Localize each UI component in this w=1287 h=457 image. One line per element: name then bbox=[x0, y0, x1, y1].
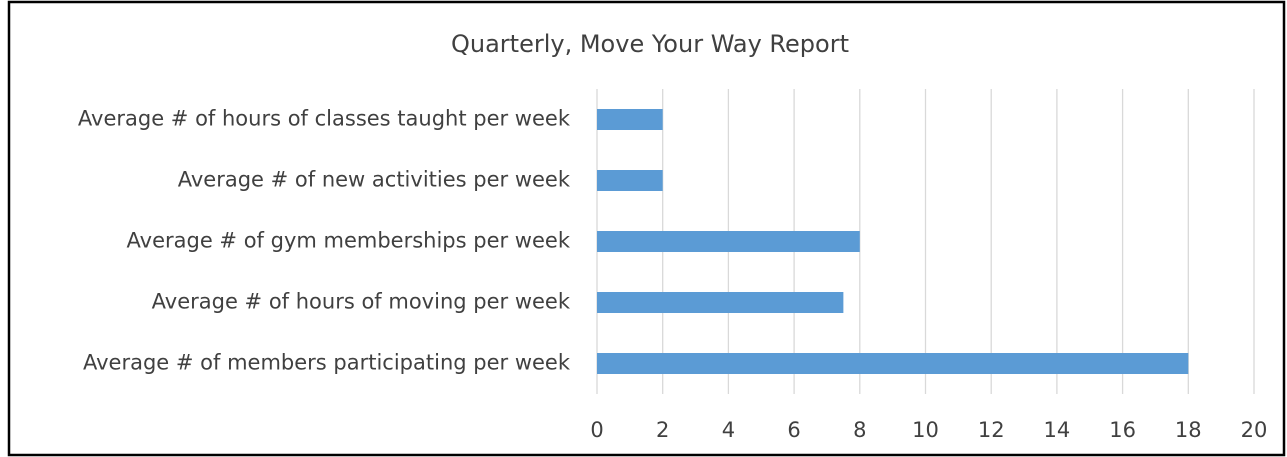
x-tick-label: 8 bbox=[853, 418, 866, 442]
x-tick-label: 14 bbox=[1044, 418, 1071, 442]
x-tick-label: 16 bbox=[1109, 418, 1136, 442]
x-tick-label: 6 bbox=[787, 418, 800, 442]
x-tick-label: 18 bbox=[1175, 418, 1202, 442]
chart-border bbox=[7, 0, 1286, 457]
x-tick-label: 4 bbox=[722, 418, 735, 442]
x-tick-label: 2 bbox=[656, 418, 669, 442]
bar bbox=[597, 109, 663, 130]
y-tick-label: Average # of hours of classes taught per… bbox=[78, 107, 571, 131]
y-tick-label: Average # of hours of moving per week bbox=[152, 290, 571, 314]
bar bbox=[597, 170, 663, 191]
x-tick-label: 0 bbox=[590, 418, 603, 442]
bar bbox=[597, 353, 1189, 374]
x-tick-label: 20 bbox=[1241, 418, 1268, 442]
y-tick-label: Average # of new activities per week bbox=[178, 168, 571, 192]
x-tick-label: 12 bbox=[978, 418, 1005, 442]
x-tick-label: 10 bbox=[912, 418, 939, 442]
bar bbox=[597, 231, 860, 252]
bar bbox=[597, 292, 844, 313]
y-tick-label: Average # of members participating per w… bbox=[83, 351, 571, 375]
y-tick-label: Average # of gym memberships per week bbox=[127, 229, 571, 253]
chart-title: Quarterly, Move Your Way Report bbox=[451, 30, 849, 58]
